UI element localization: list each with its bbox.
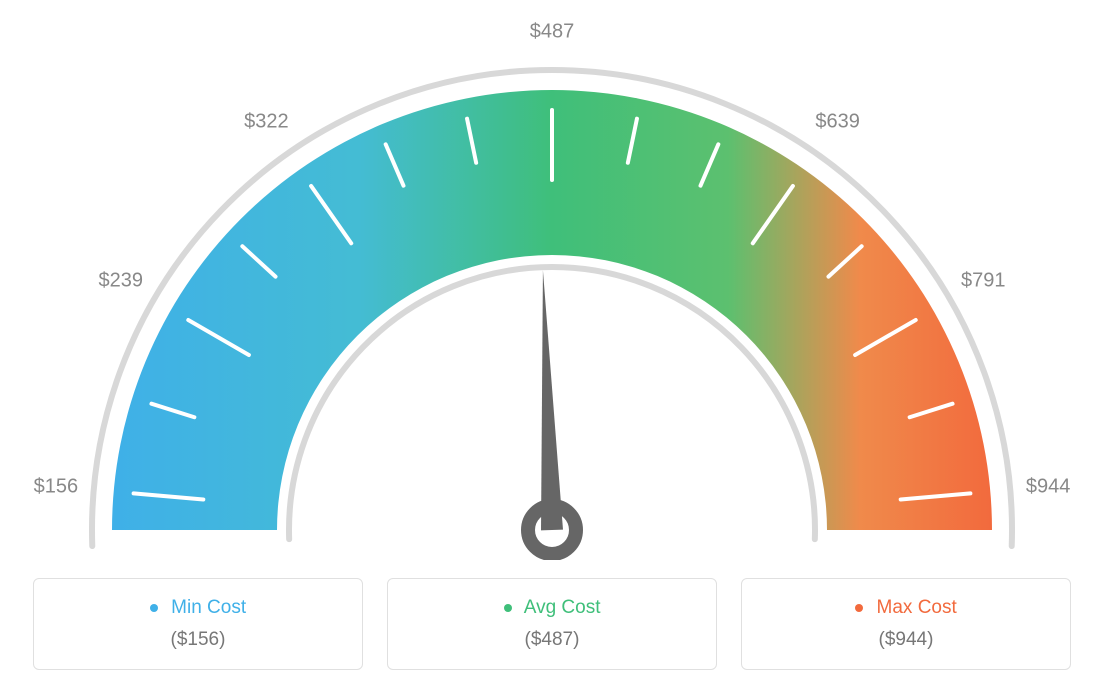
gauge-tick-label: $239 (98, 270, 143, 293)
gauge-chart: $156 $239 $322 $487 $639 $791 $944 (0, 0, 1104, 560)
gauge-tick-label: $944 (1026, 475, 1071, 498)
legend-card-avg: Avg Cost ($487) (387, 578, 717, 670)
legend-title-max: Max Cost (752, 597, 1060, 619)
legend-value-min: ($156) (44, 629, 352, 651)
gauge-tick-label: $156 (34, 475, 79, 498)
gauge-tick-label: $639 (815, 111, 860, 134)
dot-icon (150, 604, 158, 612)
legend-title-min: Min Cost (44, 597, 352, 619)
legend-value-max: ($944) (752, 629, 1060, 651)
gauge-svg (0, 0, 1104, 560)
gauge-tick-label: $487 (530, 21, 575, 44)
legend-card-min: Min Cost ($156) (33, 578, 363, 670)
gauge-tick-label: $791 (961, 270, 1006, 293)
legend-row: Min Cost ($156) Avg Cost ($487) Max Cost… (0, 578, 1104, 670)
legend-card-max: Max Cost ($944) (741, 578, 1071, 670)
legend-label: Avg Cost (524, 597, 601, 618)
dot-icon (855, 604, 863, 612)
legend-title-avg: Avg Cost (398, 597, 706, 619)
legend-label: Max Cost (877, 597, 957, 618)
legend-label: Min Cost (171, 597, 246, 618)
gauge-tick-label: $322 (244, 111, 289, 134)
dot-icon (504, 604, 512, 612)
legend-value-avg: ($487) (398, 629, 706, 651)
